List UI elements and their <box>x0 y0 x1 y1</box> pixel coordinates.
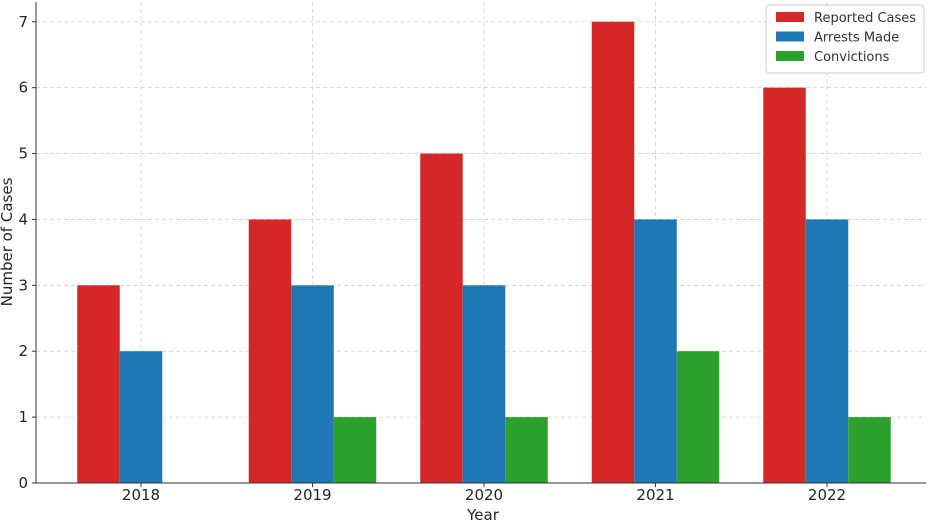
bar-arrests-made <box>291 285 334 483</box>
y-tick-label: 5 <box>18 145 28 163</box>
bar-arrests-made <box>462 285 506 483</box>
x-ticks: 2018 2019 2020 2021 2022 <box>122 483 846 504</box>
y-tick-label: 2 <box>18 342 28 360</box>
y-tick-label: 6 <box>18 79 28 97</box>
bar-convictions <box>505 417 548 483</box>
legend: Reported Cases Arrests Made Convictions <box>765 4 925 74</box>
bar-reported-cases <box>763 87 806 483</box>
axes <box>35 2 926 484</box>
x-tick-label: 2021 <box>636 486 674 504</box>
legend-swatch <box>776 12 804 22</box>
y-ticks: 0 1 2 3 4 5 6 7 <box>18 13 36 492</box>
legend-swatch <box>776 31 804 42</box>
x-tick-label: 2018 <box>122 486 160 504</box>
bar-arrests-made <box>119 351 163 483</box>
bar-reported-cases <box>77 285 120 483</box>
bar-convictions <box>848 417 891 483</box>
legend-swatch <box>776 51 804 61</box>
legend-label: Convictions <box>814 50 890 65</box>
x-axis-label: Year <box>466 506 500 524</box>
bar-convictions <box>333 417 377 483</box>
bar-arrests-made <box>805 219 849 483</box>
bars <box>77 21 891 484</box>
bar-reported-cases <box>420 153 463 483</box>
legend-label: Reported Cases <box>814 11 916 26</box>
bar-reported-cases <box>591 21 635 484</box>
y-tick-label: 3 <box>18 276 28 294</box>
y-tick-label: 0 <box>18 474 28 492</box>
legend-label: Arrests Made <box>814 31 899 46</box>
x-tick-label: 2020 <box>465 486 503 504</box>
y-tick-label: 4 <box>18 210 28 228</box>
x-tick-label: 2022 <box>808 486 846 504</box>
bar-arrests-made <box>634 219 677 483</box>
y-axis-label: Number of Cases <box>0 177 16 306</box>
x-tick-label: 2019 <box>293 486 331 504</box>
y-tick-label: 7 <box>18 13 28 31</box>
y-tick-label: 1 <box>18 408 28 426</box>
legend-frame <box>765 4 925 74</box>
bar-reported-cases <box>248 219 292 483</box>
bar-convictions <box>676 351 720 483</box>
